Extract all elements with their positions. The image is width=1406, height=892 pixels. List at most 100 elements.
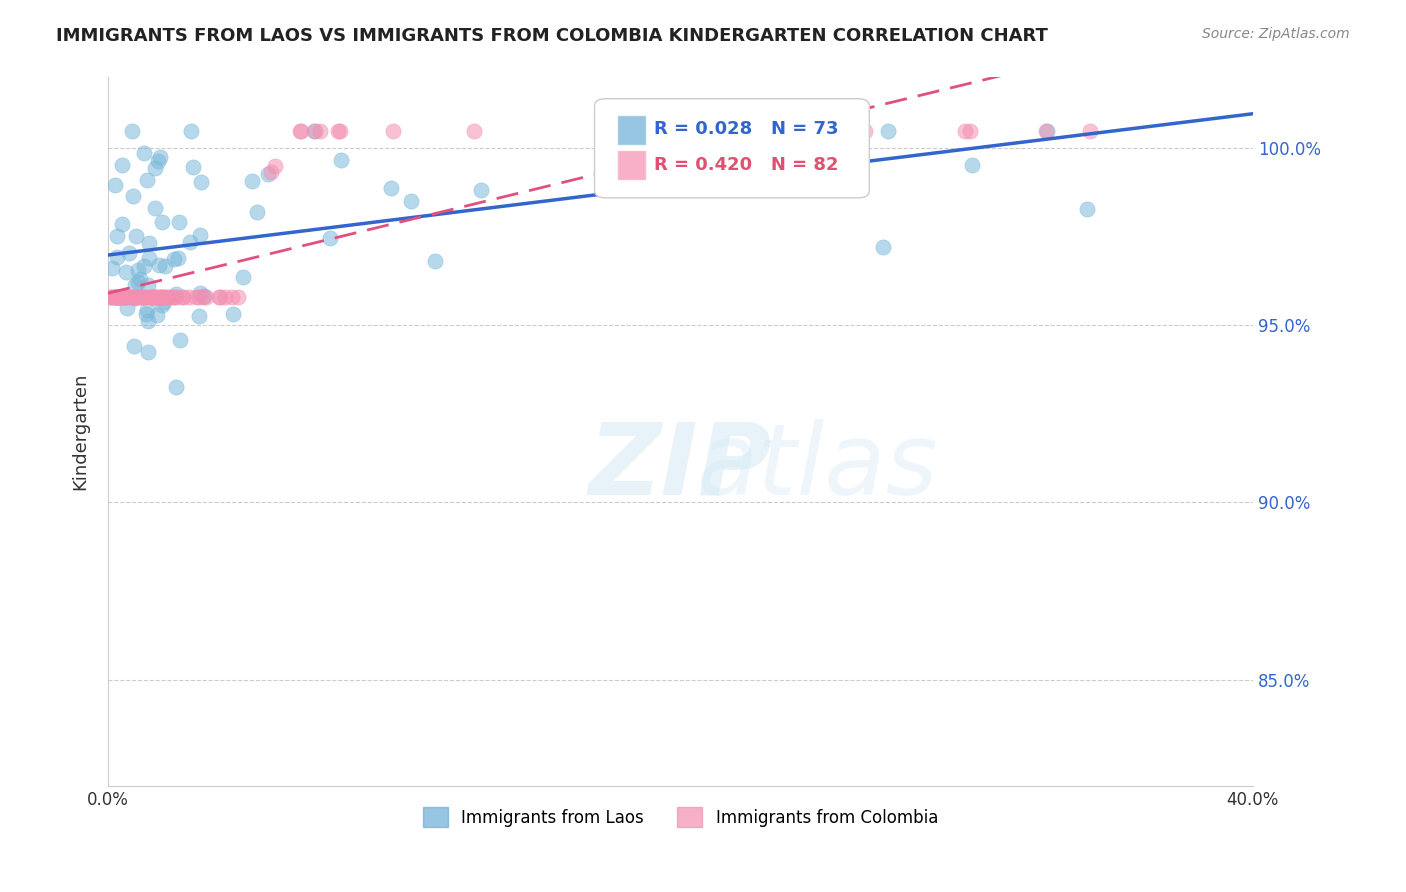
Point (318, 231, 340, 245)
Point (143, 202, 166, 216)
Point (184, 290, 207, 304)
Point (112, 290, 135, 304)
Point (146, 154, 169, 169)
Point (115, 290, 138, 304)
Point (221, 290, 243, 304)
Point (830, 123, 852, 137)
Point (124, 278, 146, 293)
Point (138, 251, 160, 265)
Point (132, 259, 155, 273)
Point (141, 290, 163, 304)
Point (240, 173, 263, 187)
Text: ZIP: ZIP (589, 418, 772, 516)
Point (136, 313, 159, 327)
Point (169, 334, 191, 348)
Point (136, 277, 159, 292)
Point (115, 301, 138, 315)
Point (136, 345, 159, 359)
Point (107, 290, 129, 304)
Point (105, 251, 128, 265)
Point (191, 290, 214, 304)
Point (139, 290, 162, 304)
Point (232, 269, 254, 284)
Point (117, 290, 139, 304)
Point (188, 228, 211, 243)
Point (304, 123, 326, 137)
Point (127, 275, 149, 289)
Point (107, 290, 129, 304)
Point (100, 290, 122, 304)
Point (187, 309, 209, 323)
Point (105, 290, 128, 304)
Point (190, 175, 212, 189)
Y-axis label: Kindergarten: Kindergarten (72, 373, 89, 491)
Point (170, 290, 193, 304)
Point (122, 189, 145, 203)
Point (793, 123, 815, 137)
Point (724, 123, 747, 137)
Point (167, 251, 190, 265)
Point (135, 307, 157, 321)
Point (188, 286, 211, 301)
Point (226, 290, 249, 304)
Point (149, 150, 172, 164)
FancyBboxPatch shape (617, 115, 647, 145)
Point (1076, 202, 1098, 217)
Point (650, 123, 672, 137)
Point (121, 123, 143, 137)
Point (108, 290, 131, 304)
Point (122, 290, 145, 304)
Point (264, 159, 287, 173)
Point (146, 290, 169, 304)
Point (194, 290, 217, 304)
Point (110, 290, 132, 304)
Point (134, 290, 156, 304)
Point (124, 291, 146, 305)
Point (877, 123, 900, 137)
Point (163, 290, 186, 304)
Point (1035, 123, 1057, 137)
Point (145, 290, 167, 304)
Point (153, 290, 176, 304)
Text: Source: ZipAtlas.com: Source: ZipAtlas.com (1202, 27, 1350, 41)
Point (150, 290, 173, 304)
Point (122, 338, 145, 352)
Point (134, 146, 156, 161)
Point (953, 123, 976, 137)
Point (143, 290, 166, 304)
Point (330, 153, 353, 167)
Point (165, 286, 187, 301)
Point (105, 290, 128, 304)
Point (129, 290, 152, 304)
Point (162, 290, 184, 304)
Point (399, 194, 422, 208)
Point (328, 123, 350, 137)
Point (163, 252, 186, 266)
Point (153, 290, 176, 304)
Point (149, 290, 172, 304)
Text: IMMIGRANTS FROM LAOS VS IMMIGRANTS FROM COLOMBIA KINDERGARTEN CORRELATION CHART: IMMIGRANTS FROM LAOS VS IMMIGRANTS FROM … (56, 27, 1047, 45)
Point (122, 290, 145, 304)
Point (208, 290, 231, 304)
Point (470, 183, 492, 197)
Point (855, 123, 877, 137)
Point (626, 123, 648, 137)
Point (1035, 124, 1057, 138)
Point (104, 290, 127, 304)
Text: R = 0.420   N = 82: R = 0.420 N = 82 (654, 155, 838, 174)
Point (172, 290, 194, 304)
Point (208, 290, 231, 304)
Point (832, 135, 855, 149)
Point (153, 294, 176, 309)
Point (290, 123, 312, 137)
Point (122, 290, 145, 304)
Point (288, 123, 311, 137)
Point (959, 123, 981, 137)
Point (309, 123, 332, 137)
Point (129, 272, 152, 286)
Point (117, 246, 139, 260)
Point (157, 290, 180, 304)
Point (136, 172, 159, 186)
Point (169, 214, 191, 228)
Point (112, 290, 135, 304)
